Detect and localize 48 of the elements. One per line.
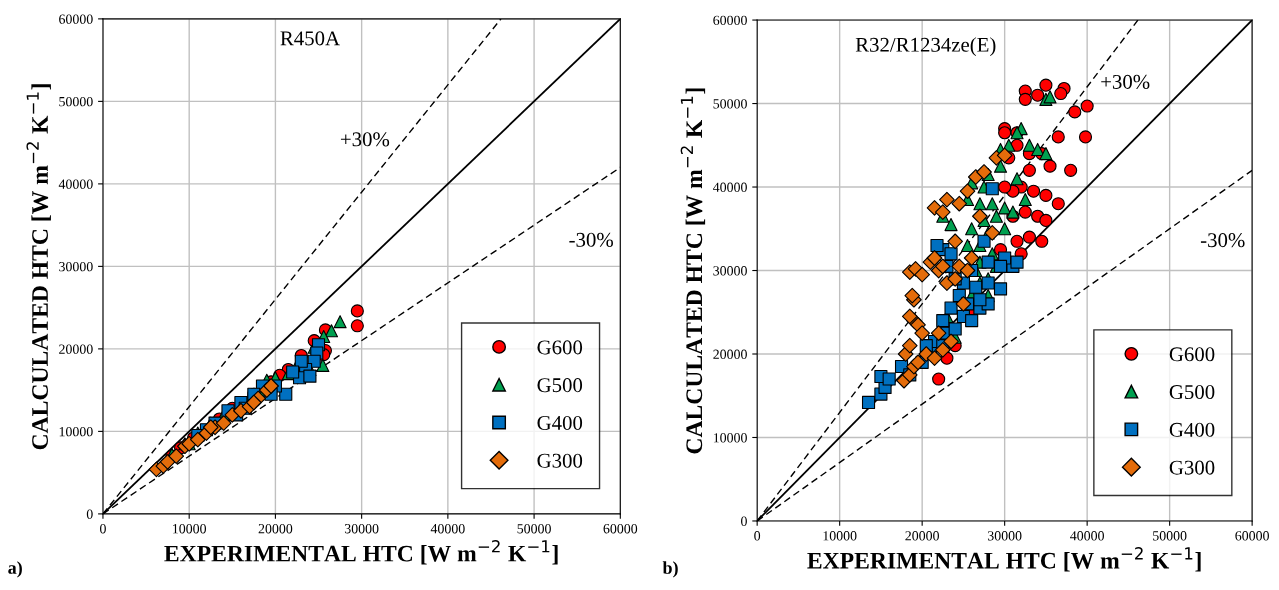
x-axis-title: EXPERIMENTAL HTC [W m$^{−2}$ K$^{−1}$] bbox=[164, 540, 558, 565]
annotation: R450A bbox=[280, 31, 340, 46]
legend-label: G400 bbox=[1169, 422, 1215, 437]
y-tick-label: 0 bbox=[741, 516, 747, 526]
legend-label: G600 bbox=[537, 340, 583, 355]
y-tick-label: 50000 bbox=[713, 99, 747, 109]
y-tick-label: 20000 bbox=[59, 344, 93, 354]
x-tick-label: 60000 bbox=[1235, 531, 1269, 541]
x-tick-label: 20000 bbox=[905, 531, 939, 541]
legend-label: G300 bbox=[537, 453, 583, 468]
x-tick-label: 30000 bbox=[987, 531, 1022, 541]
y-tick-label: 10000 bbox=[713, 433, 747, 443]
x-tick-label: 40000 bbox=[1070, 531, 1104, 541]
y-tick-label: 40000 bbox=[58, 179, 93, 189]
x-tick-label: 50000 bbox=[517, 524, 551, 534]
y-tick-label: 60000 bbox=[713, 15, 747, 26]
annotation: +30% bbox=[1101, 74, 1150, 89]
x-tick-label: 50000 bbox=[1153, 531, 1187, 541]
x-tick-label: 20000 bbox=[258, 524, 293, 534]
x-tick-label: 10000 bbox=[173, 524, 207, 534]
legend-label: G400 bbox=[537, 415, 583, 430]
annotation: -30% bbox=[569, 232, 613, 247]
y-tick-label: 40000 bbox=[712, 182, 747, 192]
x-tick-label: 10000 bbox=[823, 531, 857, 541]
x-tick-label: 60000 bbox=[603, 524, 638, 534]
legend-label: G500 bbox=[537, 378, 583, 393]
annotation: +30% bbox=[340, 132, 390, 147]
legend-label: G500 bbox=[1169, 385, 1215, 400]
x-tick-label: 0 bbox=[100, 524, 106, 534]
legend-label: G300 bbox=[1169, 460, 1215, 475]
y-tick-label: 30000 bbox=[713, 266, 747, 276]
y-tick-label: 0 bbox=[86, 509, 93, 519]
annotation: -30% bbox=[1200, 233, 1245, 248]
y-axis-title: CALCULATED HTC [W m$^{−2}$ K$^{−1}$] bbox=[26, 84, 51, 450]
y-tick-label: 50000 bbox=[59, 96, 93, 107]
y-tick-label: 10000 bbox=[59, 426, 93, 437]
x-axis-title: EXPERIMENTAL HTC [W m$^{−2}$ K$^{−1}$] bbox=[807, 547, 1201, 572]
text: b) bbox=[662, 561, 678, 578]
y-tick-label: 60000 bbox=[59, 14, 93, 24]
annotation: R32/R1234ze(E) bbox=[855, 37, 996, 57]
x-tick-label: 0 bbox=[754, 531, 761, 541]
x-tick-label: 40000 bbox=[430, 524, 465, 534]
legend-label: G600 bbox=[1169, 347, 1215, 362]
y-tick-label: 30000 bbox=[59, 261, 93, 272]
x-tick-label: 30000 bbox=[344, 524, 379, 534]
y-tick-label: 20000 bbox=[713, 349, 747, 359]
y-axis-title: CALCULATED HTC [W m$^{−2}$ K$^{−1}$] bbox=[680, 88, 706, 454]
text: a) bbox=[8, 561, 22, 578]
